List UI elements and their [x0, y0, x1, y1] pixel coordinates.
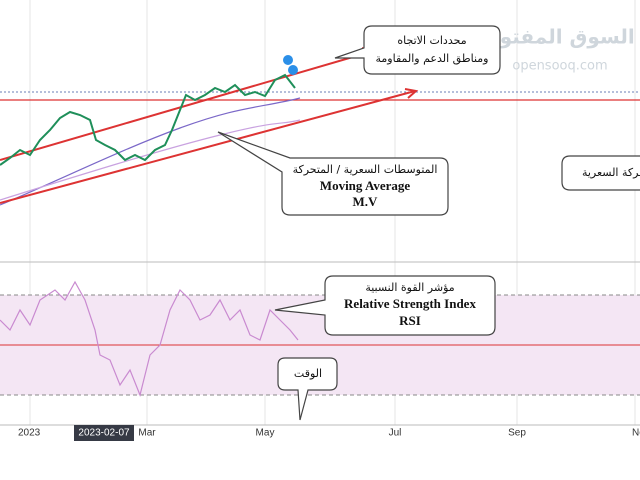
callout-text: حركة السعرية — [582, 166, 640, 179]
x-label-highlight — [74, 425, 134, 441]
callout-text: المتوسطات السعرية / المتحركة — [293, 163, 438, 176]
watermark-url: opensooq.com — [512, 59, 607, 74]
callout-text: Relative Strength Index — [344, 296, 476, 311]
event-marker — [288, 65, 298, 75]
x-label: Sep — [508, 428, 526, 439]
callout-text: محددات الاتجاه — [397, 34, 466, 47]
callout-text: Moving Average — [320, 178, 411, 193]
callout-ma — [217, 131, 449, 216]
x-label: Mar — [138, 428, 156, 439]
channel-bottom — [0, 90, 416, 204]
callout-text: RSI — [399, 313, 421, 328]
moving-average — [0, 97, 301, 206]
event-marker — [283, 55, 293, 65]
callout-text: الوقت — [294, 367, 322, 380]
x-label: May — [256, 428, 275, 439]
channel-top — [0, 51, 371, 161]
price-candles — [0, 73, 296, 166]
x-label: 2023-02-07 — [78, 428, 130, 439]
rsi-line — [0, 280, 299, 397]
x-label: 2023 — [18, 428, 41, 439]
callout-text: M.V — [353, 194, 379, 209]
callout-time — [277, 357, 338, 421]
callout-text: ومناطق الدعم والمقاومة — [376, 52, 489, 66]
callout-rsi — [274, 275, 496, 336]
watermark: السوق المفتوح — [485, 25, 634, 49]
callout-price — [561, 155, 640, 191]
x-label: No — [632, 428, 640, 439]
moving-average — [0, 119, 301, 201]
callout-text: مؤشر القوة النسبية — [365, 281, 454, 294]
x-label: Jul — [389, 428, 402, 439]
callout-trend — [334, 25, 501, 75]
